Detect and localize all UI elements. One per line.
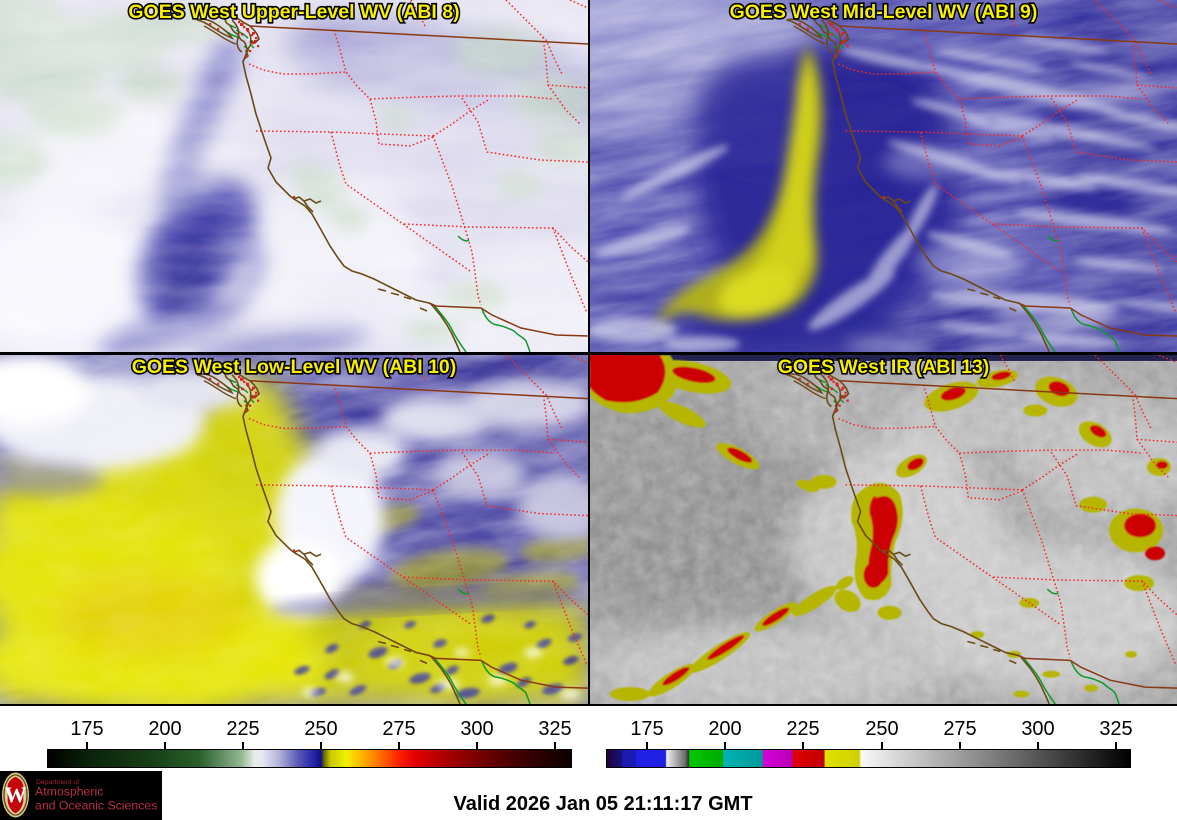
svg-text:and Oceanic Sciences: and Oceanic Sciences [35, 799, 157, 813]
svg-text:Department of: Department of [36, 779, 79, 786]
svg-text:Atmospheric: Atmospheric [35, 785, 103, 799]
svg-text:GOES West Mid-Level WV (ABI 9): GOES West Mid-Level WV (ABI 9) [730, 1, 1038, 23]
svg-text:GOES West IR (ABI 13): GOES West IR (ABI 13) [778, 356, 990, 378]
svg-text:W: W [5, 782, 27, 807]
svg-text:GOES West Low-Level WV (ABI 10: GOES West Low-Level WV (ABI 10) [132, 356, 457, 378]
svg-text:GOES West Upper-Level WV (ABI: GOES West Upper-Level WV (ABI 8) [128, 1, 459, 23]
